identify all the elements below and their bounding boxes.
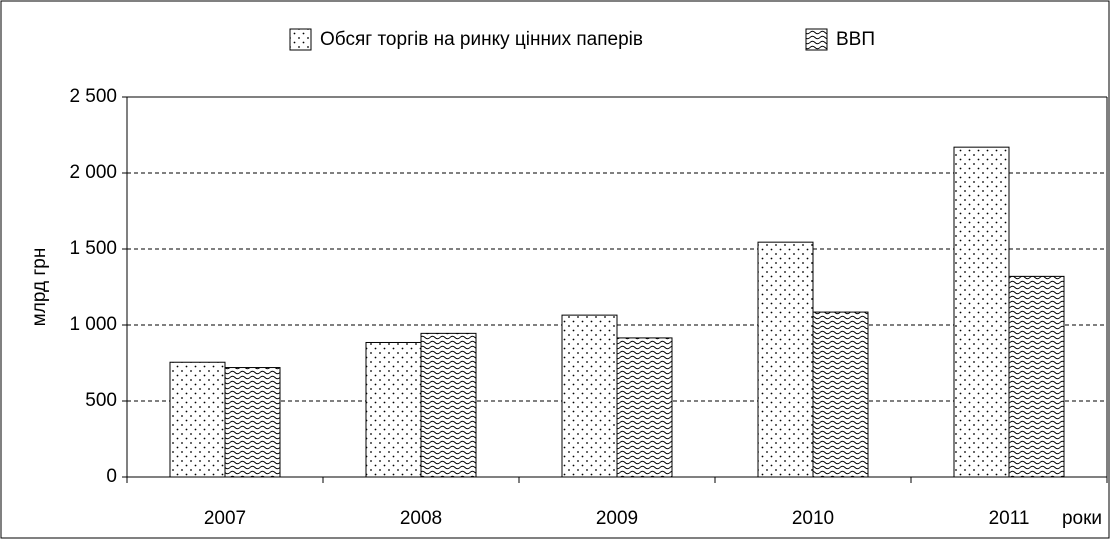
legend-swatch [805, 28, 828, 51]
legend-label: Обсяг торгів на ринку цінних паперів [320, 29, 643, 50]
y-tick-label: 1 000 [69, 314, 117, 335]
bar [224, 367, 281, 478]
bar [953, 146, 1010, 478]
bar [561, 314, 618, 478]
y-tick-label: 0 [106, 466, 117, 487]
bar [1008, 275, 1065, 478]
y-tick-label: 1 500 [69, 238, 117, 259]
x-tick-label: 2009 [596, 508, 638, 529]
x-tick-label: 2010 [792, 508, 834, 529]
bar [169, 361, 226, 478]
bar [365, 341, 422, 478]
y-axis-title: млрд грн [29, 248, 50, 327]
y-tick-label: 2 000 [69, 162, 117, 183]
legend-swatch [289, 28, 312, 51]
x-tick-label: 2011 [989, 508, 1030, 529]
x-axis-title: роки [1062, 508, 1102, 529]
bar [757, 241, 814, 478]
bar [616, 337, 673, 478]
x-tick-label: 2008 [400, 508, 442, 529]
y-tick-label: 500 [85, 390, 117, 411]
x-tick-label: 2007 [204, 508, 246, 529]
bar [420, 332, 477, 478]
bar [812, 311, 869, 478]
legend-label: ВВП [836, 29, 875, 50]
y-tick-label: 2 500 [69, 86, 117, 107]
